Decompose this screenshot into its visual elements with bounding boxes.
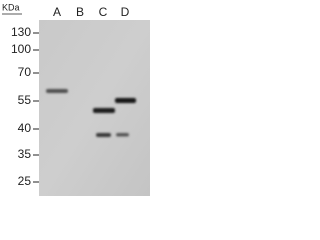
marker-label: 40 (18, 121, 32, 135)
blot-membrane (39, 20, 150, 196)
western-blot-figure: KDa A B C D 130 100 70 55 40 35 25 (2, 2, 150, 196)
band (116, 133, 129, 137)
band (93, 108, 115, 113)
marker-label: 25 (18, 174, 32, 188)
page: KDa A B C D 130 100 70 55 40 35 25 (() =… (0, 0, 150, 196)
unit-label: KDa (2, 2, 20, 12)
marker-label: 70 (18, 65, 32, 79)
bands (46, 89, 136, 137)
marker-label: 55 (18, 93, 32, 107)
lane-label: D (121, 5, 130, 19)
lane-label: B (76, 5, 84, 19)
marker-label: 100 (11, 42, 31, 56)
band (115, 98, 136, 103)
marker-label: 35 (18, 147, 32, 161)
band (96, 133, 111, 137)
lane-label: C (99, 5, 108, 19)
marker-ticks (33, 32, 39, 183)
band (46, 89, 68, 93)
marker-label: 130 (11, 25, 31, 39)
lane-label: A (53, 5, 61, 19)
markers: 130 100 70 55 40 35 25 (11, 25, 39, 188)
